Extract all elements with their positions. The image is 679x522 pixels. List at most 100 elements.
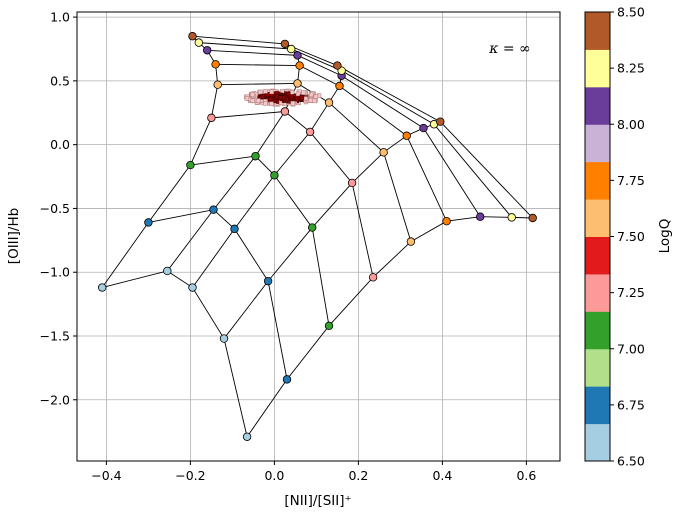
model-point: [442, 216, 451, 226]
y-tick-label: −1.5: [40, 328, 70, 343]
observation-point: [263, 89, 268, 94]
observation-point: [301, 90, 306, 95]
model-point: [308, 223, 317, 232]
colorbar-tick-label: 6.75: [617, 397, 645, 412]
model-point: [280, 107, 290, 116]
observation-point: [308, 92, 314, 98]
model-point: [188, 283, 197, 292]
colorbar-ticks: 6.50 6.75 7.00 7.25 7.50 7.75 8.00 8.25 8.50: [610, 5, 645, 469]
observation-point: [312, 98, 317, 104]
model-point: [202, 46, 212, 55]
model-point: [379, 148, 388, 157]
colorbar-tick-label: 8.50: [617, 5, 645, 20]
colorbar-segment: [585, 124, 610, 163]
model-point: [324, 321, 334, 330]
model-point: [97, 283, 107, 292]
model-point: [333, 61, 342, 70]
kappa-annotation: κ = ∞: [488, 41, 530, 57]
observation-point: [313, 94, 319, 99]
model-point: [476, 212, 485, 221]
model-point: [207, 113, 216, 123]
model-point: [528, 213, 537, 223]
observation-point: [303, 96, 308, 101]
colorbar-segment: [585, 386, 610, 425]
model-point: [242, 432, 252, 441]
colorbar-tick-label: 8.00: [617, 117, 645, 132]
observation-cloud: [244, 88, 322, 107]
model-point: [324, 98, 334, 107]
y-tick-label: 1.0: [50, 10, 70, 25]
model-point: [419, 123, 428, 133]
model-point: [368, 273, 378, 282]
colorbar-tick-label: 7.25: [617, 285, 645, 300]
colorbar-segment: [585, 423, 610, 462]
observation-point: [255, 98, 261, 103]
observation-point: [250, 92, 256, 97]
x-axis-label: [NII]/[SII]⁺: [284, 493, 351, 509]
model-point: [293, 51, 302, 60]
plot-frame: [76, 11, 561, 462]
observation-point: [260, 93, 265, 99]
x-tick-label: 0.2: [348, 468, 368, 483]
x-tick-label: 0.4: [432, 468, 452, 483]
model-point: [436, 117, 445, 126]
colorbar-segment: [585, 311, 610, 350]
colorbar-tick-label: 6.50: [617, 454, 645, 469]
model-point: [507, 213, 516, 222]
colorbar-segment: [585, 236, 610, 275]
y-tick-label: −0.5: [40, 201, 70, 216]
model-point: [287, 44, 296, 54]
colorbar-segment: [585, 86, 610, 125]
observation-point: [269, 101, 274, 107]
colorbar-segment: [585, 49, 610, 88]
observation-point: [289, 90, 295, 95]
colorbar-tick-label: 7.50: [617, 229, 645, 244]
y-tick-label: 0.0: [50, 137, 70, 152]
y-tick-label: −2.0: [40, 392, 70, 407]
observation-point: [244, 96, 250, 101]
model-point: [211, 60, 220, 69]
plot-area: [77, 12, 560, 461]
model-point: [270, 171, 279, 180]
observation-point: [308, 98, 314, 103]
model-point: [406, 237, 416, 246]
model-point: [230, 224, 239, 234]
observation-point: [294, 96, 300, 102]
model-points: [97, 32, 537, 441]
model-point: [263, 276, 273, 286]
colorbar-tick-label: 8.25: [617, 61, 645, 76]
model-point: [347, 178, 357, 188]
model-point: [194, 38, 203, 47]
observation-point: [269, 89, 274, 95]
model-point: [280, 39, 290, 49]
model-point: [335, 81, 344, 91]
colorbar-tick-label: 7.75: [617, 173, 645, 188]
colorbar-segment: [585, 161, 610, 200]
model-point: [402, 131, 411, 140]
model-point: [282, 375, 292, 384]
x-tick-label: 0.0: [264, 468, 284, 483]
model-point: [163, 266, 172, 276]
model-point: [209, 205, 218, 214]
observation-point: [290, 101, 296, 106]
x-tick-label: −0.4: [91, 468, 121, 483]
observation-point: [268, 96, 274, 102]
observation-point: [289, 94, 294, 99]
observation-point: [285, 91, 291, 97]
observation-point: [295, 91, 301, 97]
colorbar-segment: [585, 12, 610, 50]
observation-point: [299, 95, 305, 100]
colorbar-tick-label: 7.00: [617, 341, 645, 356]
observation-point: [250, 98, 256, 103]
x-tick-label: −0.2: [175, 468, 205, 483]
y-axis-label: [OIII]/Hb: [6, 208, 22, 264]
x-tick-label: 0.6: [516, 468, 536, 483]
observation-point: [278, 95, 283, 101]
colorbar: [584, 11, 611, 462]
colorbar-segment: [585, 273, 610, 312]
model-point: [186, 160, 195, 170]
observation-point: [263, 101, 268, 106]
y-axis-ticks: 1.0 0.5 0.0 −0.5 −1.0 −1.5 −2.0: [40, 10, 77, 407]
model-point: [188, 32, 197, 41]
